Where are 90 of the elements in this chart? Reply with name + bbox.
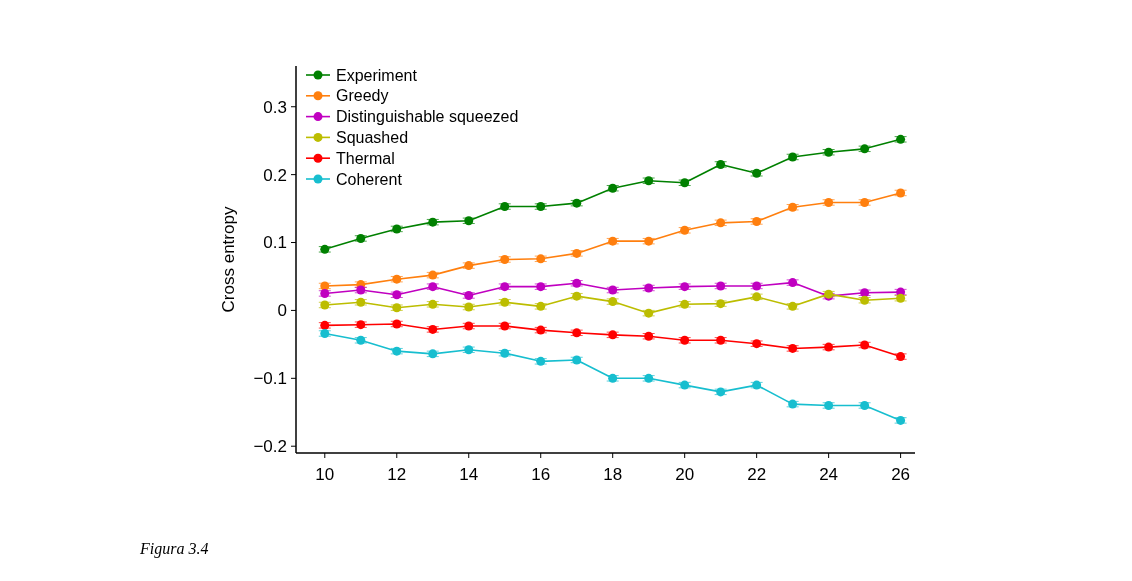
point <box>824 147 834 157</box>
y-tick-label: 0 <box>277 301 287 321</box>
point <box>464 302 474 312</box>
text: Figura 3.4 <box>139 540 209 558</box>
point <box>392 303 402 313</box>
point <box>572 278 582 288</box>
point <box>752 339 762 349</box>
x-tick-label: 24 <box>819 465 839 484</box>
point <box>392 346 402 356</box>
legend-label: Squashed <box>336 129 409 146</box>
point <box>644 283 654 293</box>
point <box>860 144 870 154</box>
y-tick-label: −0.1 <box>253 369 287 389</box>
point <box>788 343 798 353</box>
x-tick-label: 12 <box>387 465 407 484</box>
point <box>500 348 510 358</box>
point <box>824 400 834 410</box>
point <box>788 301 798 311</box>
point <box>536 356 546 366</box>
point <box>644 176 654 186</box>
point <box>752 380 762 390</box>
point <box>860 295 870 305</box>
point <box>536 202 546 212</box>
point <box>572 328 582 338</box>
point <box>572 291 582 301</box>
point <box>608 373 618 383</box>
point <box>428 282 438 292</box>
point <box>464 216 474 226</box>
point <box>572 198 582 208</box>
point <box>752 292 762 302</box>
point <box>644 373 654 383</box>
point <box>500 282 510 292</box>
legend-label: Thermal <box>336 149 395 167</box>
point <box>572 355 582 365</box>
point <box>608 330 618 340</box>
point <box>500 202 510 212</box>
x-tick-label: 10 <box>315 465 335 484</box>
point <box>356 285 366 295</box>
x-tick-label: 22 <box>747 465 767 484</box>
y-tick-label: −0.2 <box>253 437 287 457</box>
point <box>536 325 546 335</box>
y-tick-label: 0.2 <box>263 165 287 185</box>
x-tick-label: 26 <box>891 465 911 484</box>
point <box>644 308 654 318</box>
point <box>392 290 402 300</box>
point <box>788 399 798 409</box>
point <box>500 321 510 331</box>
point <box>536 301 546 311</box>
y-axis-title: Cross entropy <box>219 206 238 313</box>
point <box>824 342 834 352</box>
point <box>716 335 726 345</box>
point <box>680 299 690 309</box>
point <box>716 281 726 291</box>
point <box>428 324 438 334</box>
y-tick-label: 0.3 <box>263 97 287 117</box>
legend-label: Coherent <box>336 170 403 188</box>
point <box>356 297 366 307</box>
point <box>428 349 438 359</box>
point <box>428 299 438 309</box>
x-tick-label: 16 <box>531 465 551 484</box>
point <box>716 387 726 397</box>
point <box>464 321 474 331</box>
point <box>392 319 402 329</box>
point <box>608 285 618 295</box>
point <box>752 281 762 291</box>
point <box>680 178 690 188</box>
point <box>644 331 654 341</box>
point <box>500 297 510 307</box>
point <box>536 282 546 292</box>
point <box>464 290 474 300</box>
y-tick-label: 0.1 <box>263 233 287 253</box>
x-tick-label: 20 <box>675 465 695 484</box>
point <box>680 335 690 345</box>
legend-label: Greedy <box>336 87 389 105</box>
legend-label: Experiment <box>336 66 418 84</box>
point <box>860 340 870 350</box>
point <box>716 299 726 309</box>
point <box>752 168 762 178</box>
point <box>788 278 798 288</box>
x-tick-label: 14 <box>459 465 479 484</box>
point <box>788 152 798 162</box>
x-tick-label: 18 <box>603 465 623 484</box>
point <box>860 400 870 410</box>
point <box>680 282 690 292</box>
point <box>356 320 366 330</box>
legend-label: Distinguishable squeezed <box>336 108 519 126</box>
point <box>464 345 474 355</box>
point <box>716 159 726 169</box>
point <box>428 217 438 227</box>
point <box>860 288 870 298</box>
